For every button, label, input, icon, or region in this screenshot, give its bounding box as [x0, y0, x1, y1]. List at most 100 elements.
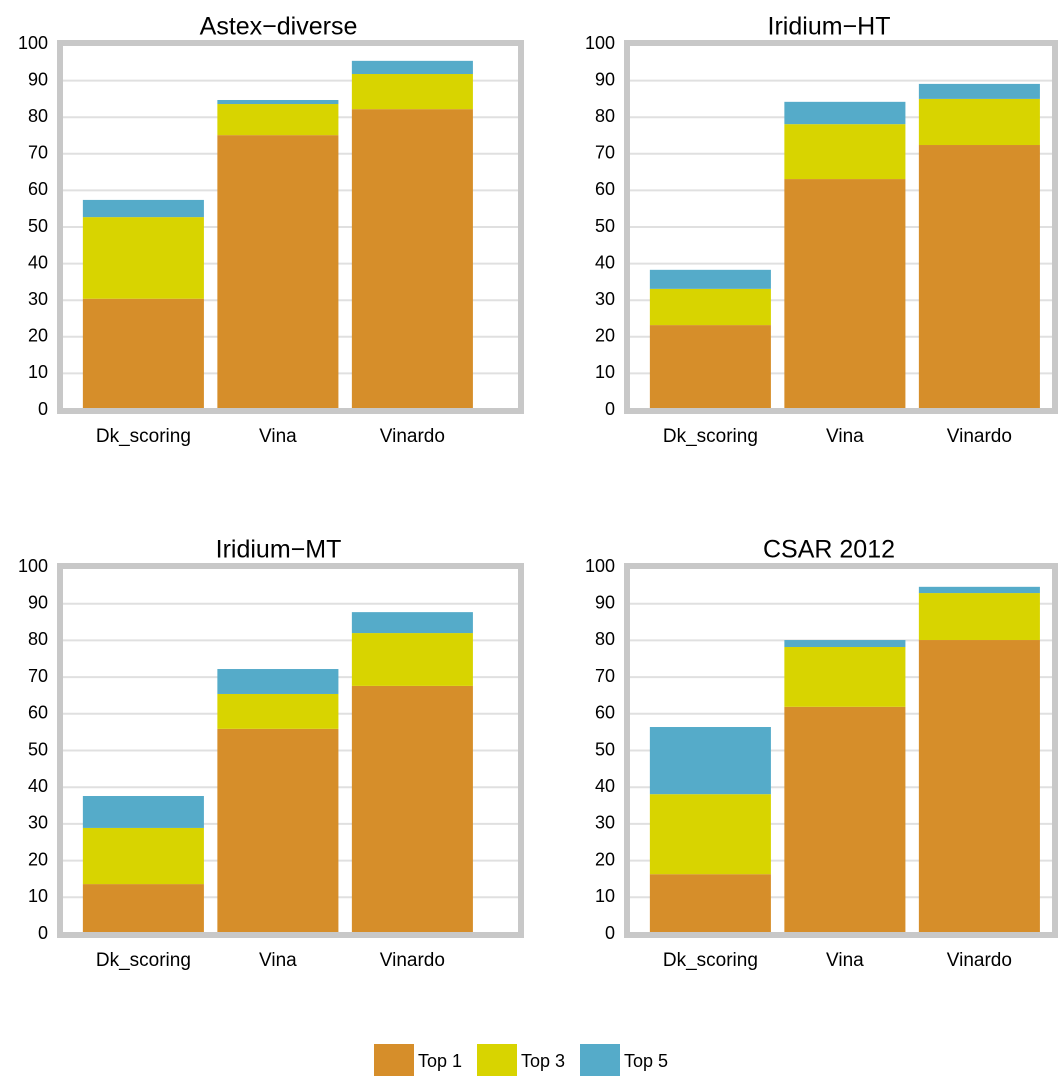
x-tick-label: Dk_scoring	[96, 426, 191, 447]
y-tick-label: 60	[28, 179, 48, 199]
plot-frame	[57, 563, 524, 938]
bar-segment	[82, 827, 204, 885]
y-tick-label: 50	[28, 216, 48, 236]
bar-segment	[351, 685, 473, 934]
y-tick-label: 100	[585, 33, 615, 53]
y-tick-label: 90	[28, 69, 48, 89]
bar-segment	[82, 199, 204, 218]
y-tick-label: 40	[28, 252, 48, 272]
bar-segment	[82, 796, 204, 828]
plot-frame	[624, 563, 1058, 938]
bar-segment	[649, 269, 771, 289]
bar-segment	[784, 179, 906, 410]
bar-segment	[649, 288, 771, 326]
x-tick-label: Vina	[826, 426, 864, 447]
y-tick-label: 20	[28, 849, 48, 869]
y-tick-label: 0	[38, 923, 48, 943]
chart-title: Iridium−HT	[768, 13, 891, 41]
bar-segment	[351, 612, 473, 634]
bar-segment	[351, 633, 473, 686]
y-tick-label: 10	[28, 886, 48, 906]
y-tick-label: 70	[28, 143, 48, 163]
bar-segment	[918, 640, 1040, 934]
plot-frame	[57, 40, 524, 414]
bar-segment	[784, 706, 906, 934]
y-tick-label: 100	[585, 556, 615, 576]
bar-segment	[217, 135, 339, 410]
y-tick-label: 50	[28, 739, 48, 759]
y-tick-label: 100	[18, 556, 48, 576]
y-tick-label: 50	[595, 216, 615, 236]
y-tick-label: 90	[595, 69, 615, 89]
y-tick-label: 40	[595, 252, 615, 272]
y-tick-label: 40	[28, 776, 48, 796]
legend-swatch	[580, 1044, 620, 1076]
y-tick-label: 0	[605, 923, 615, 943]
x-tick-label: Dk_scoring	[663, 426, 758, 447]
y-tick-label: 0	[38, 399, 48, 419]
legend-swatch	[477, 1044, 517, 1076]
y-tick-label: 0	[605, 399, 615, 419]
y-tick-label: 10	[28, 362, 48, 382]
legend-swatch	[374, 1044, 414, 1076]
x-tick-label: Vina	[259, 950, 297, 971]
bar-segment	[82, 217, 204, 299]
bar-segment	[217, 669, 339, 694]
y-tick-label: 80	[595, 106, 615, 126]
bar-segment	[82, 298, 204, 410]
chart-title: Astex−diverse	[200, 13, 358, 41]
y-tick-label: 30	[28, 813, 48, 833]
bar-segment	[918, 83, 1040, 99]
legend-label: Top 1	[418, 1051, 462, 1071]
bar-segment	[217, 104, 339, 136]
x-tick-label: Vina	[826, 950, 864, 971]
y-tick-label: 10	[595, 362, 615, 382]
bar-segment	[784, 101, 906, 125]
chart-title: CSAR 2012	[763, 536, 895, 564]
y-tick-label: 70	[595, 666, 615, 686]
x-tick-label: Vina	[259, 426, 297, 447]
bar-segment	[217, 99, 339, 105]
y-tick-label: 20	[28, 326, 48, 346]
y-tick-label: 60	[595, 703, 615, 723]
y-tick-label: 80	[28, 629, 48, 649]
bar-segment	[217, 693, 339, 729]
bar-segment	[82, 884, 204, 934]
chart-title: Iridium−MT	[216, 536, 342, 564]
y-tick-label: 30	[28, 289, 48, 309]
y-tick-label: 70	[595, 143, 615, 163]
legend-label: Top 5	[624, 1051, 668, 1071]
y-tick-label: 80	[28, 106, 48, 126]
y-tick-label: 20	[595, 326, 615, 346]
y-tick-label: 50	[595, 739, 615, 759]
y-tick-label: 30	[595, 289, 615, 309]
x-tick-label: Vinardo	[380, 950, 445, 971]
bar-segment	[649, 794, 771, 875]
bar-segment	[918, 586, 1040, 594]
bar-segment	[649, 727, 771, 795]
y-tick-label: 30	[595, 813, 615, 833]
y-tick-label: 80	[595, 629, 615, 649]
bar-segment	[351, 60, 473, 75]
y-tick-label: 60	[28, 703, 48, 723]
bar-segment	[784, 124, 906, 180]
bar-segment	[217, 728, 339, 934]
y-tick-label: 100	[18, 33, 48, 53]
x-tick-label: Dk_scoring	[663, 950, 758, 971]
bar-segment	[918, 98, 1040, 146]
x-tick-label: Vinardo	[947, 950, 1012, 971]
plot-frame	[624, 40, 1058, 414]
y-tick-label: 60	[595, 179, 615, 199]
y-tick-label: 90	[595, 592, 615, 612]
bar-segment	[351, 109, 473, 410]
bar-segment	[649, 874, 771, 934]
x-tick-label: Vinardo	[947, 426, 1012, 447]
y-tick-label: 20	[595, 849, 615, 869]
x-tick-label: Dk_scoring	[96, 950, 191, 971]
y-tick-label: 70	[28, 666, 48, 686]
bar-segment	[784, 647, 906, 707]
x-tick-label: Vinardo	[380, 426, 445, 447]
y-tick-label: 90	[28, 592, 48, 612]
bar-segment	[784, 640, 906, 648]
